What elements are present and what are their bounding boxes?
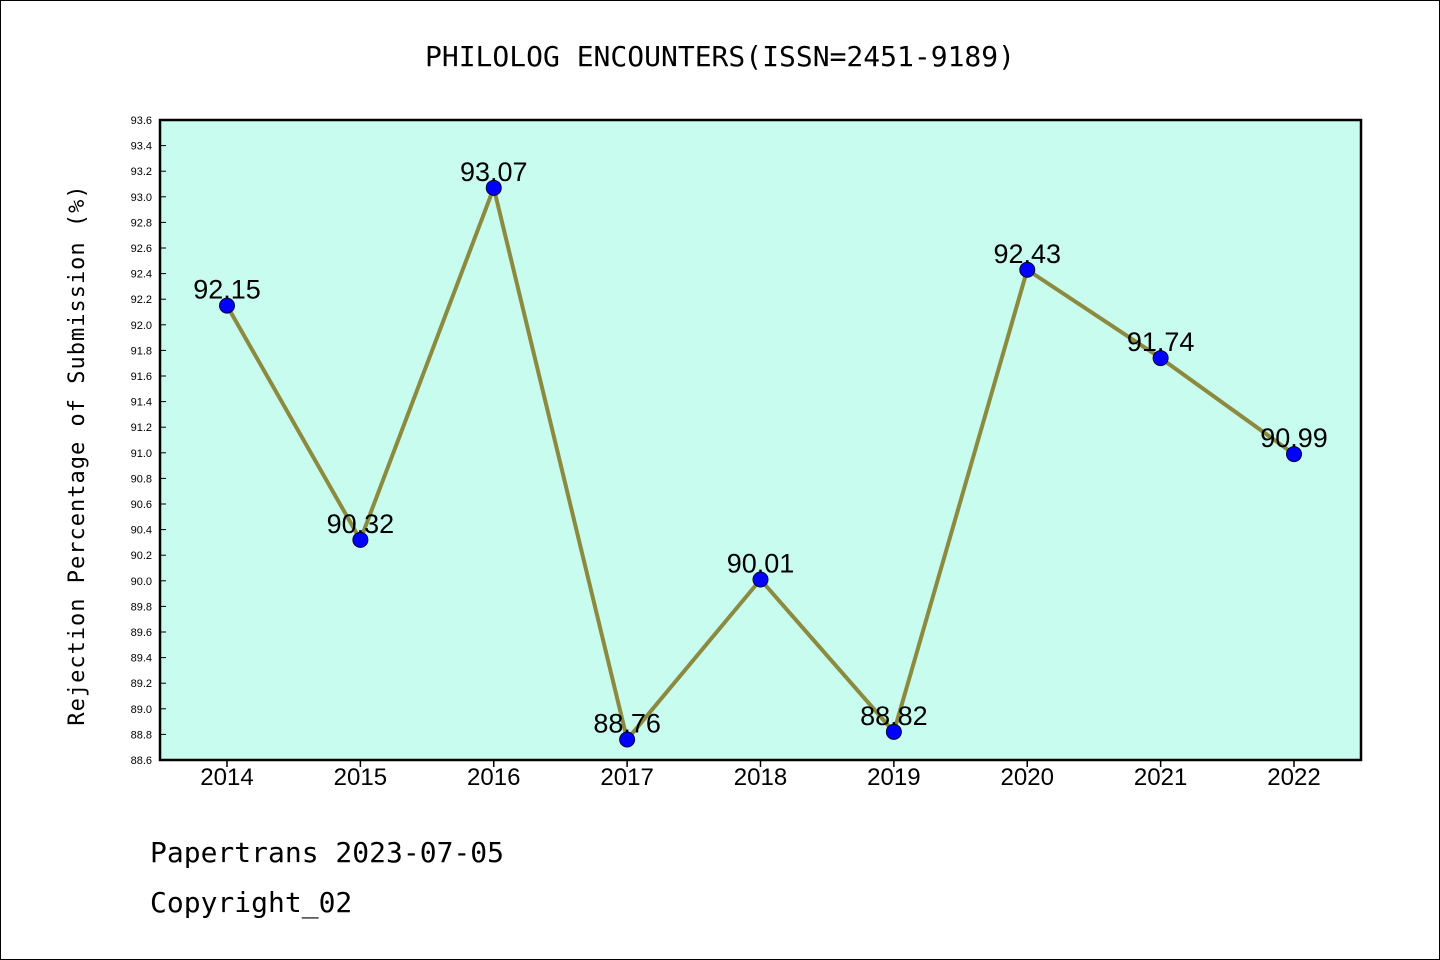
data-label: 91.74 <box>1127 327 1195 357</box>
y-tick-label: 89.4 <box>131 653 152 665</box>
y-tick-label: 93.2 <box>131 166 152 178</box>
y-tick-label: 89.6 <box>131 627 152 639</box>
data-labels: 92.15 90.32 93.07 88.76 90.01 88.82 92.43 91.74… <box>193 157 1328 739</box>
data-point <box>485 179 502 196</box>
data-label: 92.43 <box>993 239 1061 269</box>
data-label: 92.15 <box>193 275 261 305</box>
y-tick-label: 92.2 <box>131 294 152 306</box>
y-tick-label: 92.4 <box>131 269 152 281</box>
data-label: 90.01 <box>727 549 795 579</box>
y-tick-label: 89.2 <box>131 678 152 690</box>
x-tick-label: 2014 <box>200 764 253 791</box>
data-label: 90.99 <box>1260 423 1328 453</box>
y-axis: 88.6 88.8 89.0 89.2 89.4 89.6 89.8 90.0 90.2 90.4… <box>131 115 166 767</box>
data-label: 90.32 <box>327 509 395 539</box>
x-tick-label: 2016 <box>467 764 520 791</box>
y-tick-label: 88.8 <box>131 729 152 741</box>
data-point <box>619 731 636 748</box>
y-tick-label: 90.0 <box>131 576 152 588</box>
y-tick-label: 90.6 <box>131 499 152 511</box>
x-axis: 2014 2015 2016 2017 2018 2019 2020 2021 2022 <box>200 760 1321 791</box>
y-tick-label: 91.0 <box>131 448 152 460</box>
y-tick-label: 90.8 <box>131 473 152 485</box>
data-point <box>1019 261 1036 278</box>
y-tick-label: 92.0 <box>131 320 152 332</box>
chart-title: PHILOLOG ENCOUNTERS(ISSN=2451-9189) <box>425 40 1015 73</box>
y-tick-label: 93.6 <box>131 115 152 127</box>
y-tick-label: 89.8 <box>131 601 152 613</box>
y-tick-label: 88.6 <box>131 755 152 767</box>
data-point <box>352 531 369 548</box>
x-tick-label: 2019 <box>867 764 920 791</box>
data-point <box>752 571 769 588</box>
x-tick-label: 2020 <box>1001 764 1054 791</box>
data-points <box>219 179 1302 748</box>
y-tick-label: 90.4 <box>131 525 152 537</box>
y-tick-label: 89.0 <box>131 704 152 716</box>
y-tick-label: 92.6 <box>131 243 152 255</box>
data-label: 88.76 <box>593 709 661 739</box>
footer-copyright: Copyright_02 <box>150 886 353 919</box>
y-axis-label: Rejection Percentage of Submission (%) <box>65 184 90 725</box>
footer-date: Papertrans 2023-07-05 <box>150 836 505 869</box>
data-point <box>885 723 902 740</box>
y-tick-label: 91.8 <box>131 345 152 357</box>
y-tick-label: 91.6 <box>131 371 152 383</box>
y-tick-label: 90.2 <box>131 550 152 562</box>
data-point <box>1152 350 1169 367</box>
y-tick-label: 92.8 <box>131 217 152 229</box>
x-tick-label: 2015 <box>334 764 387 791</box>
y-tick-label: 91.4 <box>131 397 152 409</box>
data-label: 93.07 <box>460 157 528 187</box>
plot-area <box>158 118 1363 762</box>
y-tick-label: 93.0 <box>131 192 152 204</box>
data-point <box>219 297 235 314</box>
data-label: 88.82 <box>860 701 928 731</box>
x-tick-label: 2017 <box>600 764 653 791</box>
y-tick-label: 91.2 <box>131 422 152 434</box>
x-tick-label: 2021 <box>1134 764 1187 791</box>
y-tick-label: 93.4 <box>131 141 152 153</box>
data-point <box>1286 446 1302 463</box>
x-tick-label: 2022 <box>1267 764 1320 791</box>
x-tick-label: 2018 <box>734 764 787 791</box>
